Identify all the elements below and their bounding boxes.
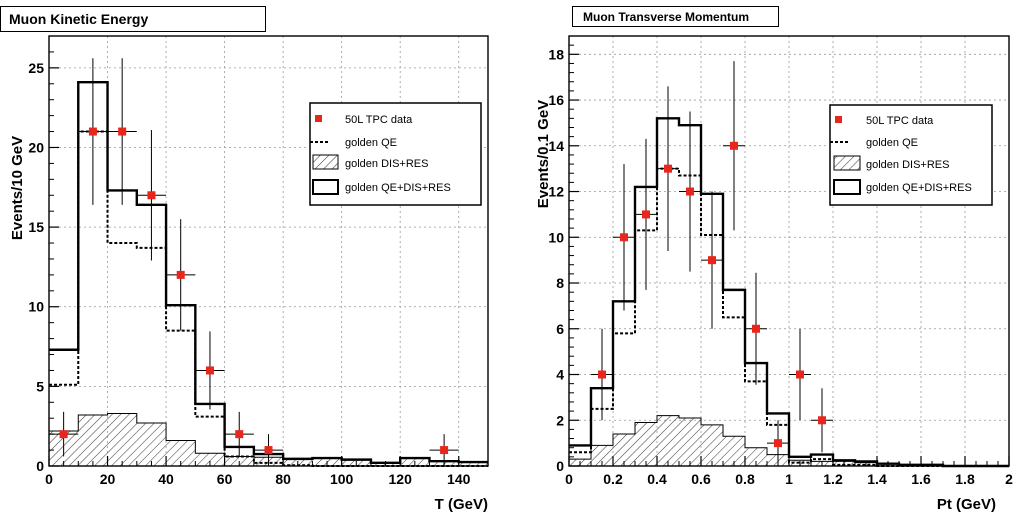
left-legend-data-label: 50L TPC data xyxy=(345,114,413,126)
left-y-tick-label: 25 xyxy=(28,60,44,76)
right-chart-title: Muon Transverse Momentum xyxy=(583,10,749,24)
right-y-tick-label: 2 xyxy=(556,412,564,428)
left-dis-bin xyxy=(458,462,488,466)
right-dis-bin xyxy=(679,417,701,466)
right-dis-bin xyxy=(745,447,767,466)
left-legend-data-marker xyxy=(315,115,322,122)
left-x-tick-label: 80 xyxy=(275,471,291,487)
left-x-tick-label: 20 xyxy=(100,471,116,487)
right-y-tick-label: 8 xyxy=(556,275,564,291)
right-data-point xyxy=(598,370,606,379)
right-x-tick-label: 1.6 xyxy=(911,471,931,487)
left-y-tick-label: 20 xyxy=(28,139,44,155)
left-legend-dis-label: golden DIS+RES xyxy=(345,158,428,170)
right-data-point xyxy=(686,187,694,196)
left-x-tick-label: 60 xyxy=(217,471,233,487)
right-x-axis-label: Pt (GeV) xyxy=(937,496,996,513)
right-legend-total-swatch xyxy=(833,179,861,195)
left-x-tick-label: 100 xyxy=(330,471,354,487)
left-dis-bin xyxy=(107,413,137,466)
right-legend: 50L TPC data golden QE golden DIS+RES go… xyxy=(829,104,993,206)
right-x-tick-label: 0.4 xyxy=(647,471,667,487)
right-x-tick-label: 0.6 xyxy=(691,471,711,487)
right-data-point xyxy=(708,256,716,265)
left-y-tick-label: 15 xyxy=(28,219,44,235)
right-legend-dis-label: golden DIS+RES xyxy=(866,159,949,171)
right-x-tick-label: 0.2 xyxy=(603,471,623,487)
right-dis-bin xyxy=(701,424,723,466)
left-data-point xyxy=(118,127,127,136)
right-y-tick-label: 12 xyxy=(548,184,564,200)
left-x-tick-label: 0 xyxy=(45,471,53,487)
left-legend: 50L TPC data golden QE golden DIS+RES go… xyxy=(309,102,482,206)
left-panel: Muon Kinetic Energy 0 20 40 60 80 100 120 140 0 5… xyxy=(0,6,489,513)
right-x-tick-label: 1.8 xyxy=(955,471,975,487)
right-y-tick-label: 14 xyxy=(548,138,564,154)
right-dis-bin xyxy=(635,422,657,466)
right-data-point xyxy=(730,141,738,150)
right-y-tick-label: 16 xyxy=(548,92,564,108)
right-x-tick-label: 1 xyxy=(785,471,793,487)
right-dis-bin xyxy=(657,415,679,466)
left-legend-total-label: golden QE+DIS+RES xyxy=(345,182,451,194)
right-data-point xyxy=(620,233,628,242)
left-dis-bin xyxy=(78,415,108,466)
left-x-tick-label: 140 xyxy=(447,471,471,487)
right-x-tick-label: 2 xyxy=(1005,471,1013,487)
left-data-point xyxy=(147,191,156,200)
right-legend-data-marker xyxy=(835,116,842,123)
right-title-box xyxy=(572,6,779,27)
right-x-tick-label: 1.4 xyxy=(867,471,887,487)
right-y-tick-label: 10 xyxy=(548,229,564,245)
left-x-axis-label: T (GeV) xyxy=(435,496,488,513)
right-legend-dis-swatch xyxy=(833,155,861,171)
right-data-point xyxy=(664,164,672,173)
left-dis-bin xyxy=(195,453,225,466)
left-title-box xyxy=(0,6,266,32)
right-y-tick-label: 0 xyxy=(556,458,564,474)
left-data-point xyxy=(59,430,68,439)
left-y-tick-label: 0 xyxy=(36,458,44,474)
right-y-axis-label: Events/0.1 GeV xyxy=(535,100,552,208)
left-x-tick-label: 40 xyxy=(158,471,174,487)
right-y-tick-label: 6 xyxy=(556,321,564,337)
right-data-point xyxy=(752,324,760,333)
left-x-tick-label: 120 xyxy=(389,471,413,487)
left-data-point xyxy=(264,446,273,455)
left-data-point xyxy=(176,270,185,279)
right-panel: Muon Transverse Momentum 0 0.2 0.4 0.6 0.8 1 1… xyxy=(535,6,1013,513)
left-dis-bin xyxy=(136,423,167,466)
right-data-point xyxy=(642,210,650,219)
right-y-tick-label: 4 xyxy=(556,367,564,383)
right-legend-box xyxy=(829,104,993,206)
right-x-tick-label: 0.8 xyxy=(735,471,755,487)
left-data-point xyxy=(88,127,97,136)
left-y-tick-label: 5 xyxy=(36,378,44,394)
right-dis-bin xyxy=(723,436,745,466)
right-data-point xyxy=(796,370,804,379)
right-x-tick-label: 1.2 xyxy=(823,471,843,487)
right-legend-total-label: golden QE+DIS+RES xyxy=(866,182,972,194)
left-y-axis-label: Events/10 GeV xyxy=(9,136,26,240)
left-legend-total-swatch xyxy=(312,179,339,195)
right-legend-data-label: 50L TPC data xyxy=(866,115,934,127)
left-legend-dis-swatch xyxy=(312,154,339,170)
right-dis-bin xyxy=(591,445,613,466)
left-data-point xyxy=(235,430,244,439)
right-x-tick-label: 0 xyxy=(565,471,573,487)
left-y-tick-label: 10 xyxy=(28,299,44,315)
left-data-point xyxy=(205,366,214,375)
right-data-point xyxy=(818,416,826,425)
right-data-point xyxy=(774,439,782,448)
left-data-point xyxy=(440,446,449,455)
left-legend-qe-label: golden QE xyxy=(345,137,397,149)
left-plot-frame xyxy=(48,35,489,467)
left-chart-title: Muon Kinetic Energy xyxy=(9,11,148,27)
right-legend-qe-label: golden QE xyxy=(866,137,918,149)
right-plot: 0 0.2 0.4 0.6 0.8 1 1.2 1.4 1.6 1.8 2 0 2 4 6 8 10 12 14 16… xyxy=(548,35,1013,487)
right-y-tick-label: 18 xyxy=(548,46,564,62)
right-dis-bin xyxy=(613,433,635,466)
